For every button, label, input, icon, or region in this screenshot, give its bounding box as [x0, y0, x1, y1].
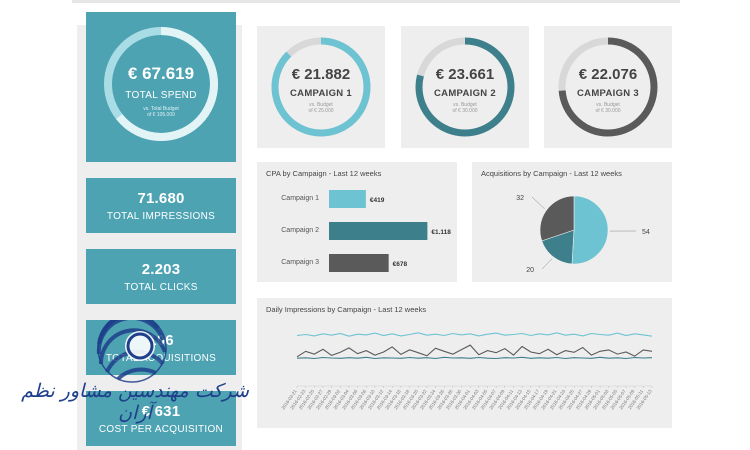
total-impressions-card: 71.680 TOTAL IMPRESSIONS: [86, 178, 236, 233]
total-spend-ring-progress: [104, 27, 218, 141]
cpa-by-campaign-chart-card: CPA by Campaign - Last 12 weeks Campaign…: [257, 162, 457, 282]
campaign-1-value: € 21.882: [291, 66, 351, 83]
pie-slice-label: 32: [516, 195, 524, 202]
total-spend-ring: [104, 27, 218, 141]
cpa-bar-chart: Campaign 1 €419 Campaign 2 €1.118 Campaign 3…: [281, 190, 451, 272]
campaign-2-value: € 23.661: [435, 66, 495, 83]
cost-per-acquisition-card: € 631 COST PER ACQUISITION: [86, 391, 236, 446]
campaign-2-sub2: of € 30.000: [452, 108, 478, 114]
pie-slice: [539, 195, 575, 242]
campaign-1-ring: [271, 37, 371, 137]
campaign-3-ring-progress: [558, 37, 658, 137]
pie-label-leader: [531, 196, 545, 210]
campaign-2-budget-note: vs. Budget of € 30.000: [401, 102, 529, 114]
total-impressions-label: TOTAL IMPRESSIONS: [106, 211, 216, 222]
cpa-bar: [329, 190, 366, 208]
watermark-text: شرکت مهندسین مشاور نظم آران: [21, 380, 249, 424]
campaign-2-ring-progress: [415, 37, 515, 137]
campaign-2-name: CAMPAIGN 2: [434, 88, 496, 99]
campaign-1-budget-note: vs. Budget of € 25.000: [257, 102, 385, 114]
pie-label-leader: [541, 258, 553, 270]
daily-impressions-chart-title: Daily Impressions by Campaign - Last 12 …: [266, 305, 427, 314]
cpa-bar: [329, 222, 428, 240]
cpa-category-label: Campaign 1: [281, 195, 319, 202]
campaign-3-value: € 22.076: [578, 66, 638, 83]
series-line-campaign-2: [296, 356, 653, 360]
cost-per-acquisition-label: COST PER ACQUISITION: [98, 424, 224, 435]
top-divider: [72, 0, 680, 3]
campaign-3-name: CAMPAIGN 3: [577, 88, 639, 99]
campaign-3-sub2: of € 30.000: [595, 108, 621, 114]
cpa-category-label: Campaign 3: [281, 259, 319, 266]
daily-impressions-chart-card: Daily Impressions by Campaign - Last 12 …: [257, 298, 672, 428]
campaign-3-card: € 22.076 CAMPAIGN 3 vs. Budget of € 30.0…: [544, 26, 672, 148]
cpa-chart-title: CPA by Campaign - Last 12 weeks: [266, 169, 382, 178]
total-spend-sub1: vs. Total Budget: [143, 106, 179, 112]
campaign-3-budget-note: vs. Budget of € 30.000: [544, 102, 672, 114]
acquisitions-chart-title: Acquisitions by Campaign - Last 12 weeks: [481, 169, 622, 178]
total-clicks-card: 2.203 TOTAL CLICKS: [86, 249, 236, 304]
campaign-1-name: CAMPAIGN 1: [290, 88, 352, 99]
campaign-2-sub1: vs. Budget: [453, 102, 477, 108]
series-line-campaign-1: [296, 332, 653, 337]
campaign-1-ring-progress: [271, 37, 371, 137]
campaign-3-sub1: vs. Budget: [596, 102, 620, 108]
series-line-campaign-3: [296, 344, 653, 358]
campaign-2-card: € 23.661 CAMPAIGN 2 vs. Budget of € 30.0…: [401, 26, 529, 148]
total-acquisitions-label: TOTAL ACQUISITIONS: [105, 353, 217, 364]
campaign-2-ring: [415, 37, 515, 137]
campaign-1-sub2: of € 25.000: [308, 108, 334, 114]
campaign-1-card: € 21.882 CAMPAIGN 1 vs. Budget of € 25.0…: [257, 26, 385, 148]
total-spend-card: € 67.619 TOTAL SPEND vs. Total Budget of…: [86, 12, 236, 162]
total-spend-sub2: of € 105.000: [147, 112, 175, 118]
total-clicks-value: 2.203: [141, 261, 181, 278]
pie-slice: [541, 229, 575, 265]
pie-slice-label: 54: [642, 229, 650, 236]
cpa-category-label: Campaign 2: [281, 227, 319, 234]
acquisitions-by-campaign-chart-card: Acquisitions by Campaign - Last 12 weeks…: [472, 162, 672, 282]
acquisitions-pie-chart: 54 20 32: [516, 195, 650, 274]
daily-impressions-line-chart: 2016-02-212016-02-232016-02-252016-02-27…: [281, 332, 653, 410]
total-impressions-value: 71.680: [137, 190, 185, 207]
cost-per-acquisition-value: € 631: [141, 403, 181, 420]
cpa-value-label: €1.118: [431, 229, 451, 236]
pie-slice-label: 20: [526, 267, 534, 274]
campaign-3-ring: [558, 37, 658, 137]
total-spend-value: € 67.619: [127, 64, 195, 83]
cpa-value-label: €419: [370, 197, 385, 204]
pie-slice: [571, 195, 609, 265]
campaign-1-sub1: vs. Budget: [309, 102, 333, 108]
total-clicks-label: TOTAL CLICKS: [124, 282, 198, 293]
cpa-value-label: €678: [393, 261, 408, 268]
company-watermark: شرکت مهندسین مشاور نظم آران: [10, 312, 260, 430]
cpa-bar: [329, 254, 389, 272]
total-spend-budget-note: vs. Total Budget of € 105.000: [86, 106, 236, 118]
total-spend-label: TOTAL SPEND: [125, 90, 197, 101]
